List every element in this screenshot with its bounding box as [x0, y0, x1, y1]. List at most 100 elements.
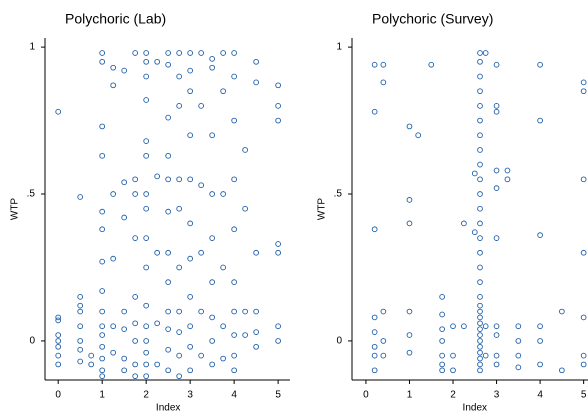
data-point	[220, 50, 226, 56]
data-point	[450, 323, 456, 330]
data-point	[176, 176, 183, 183]
data-point	[537, 61, 543, 68]
data-point	[143, 50, 150, 56]
data-point	[231, 279, 237, 286]
data-point	[99, 208, 106, 215]
data-point	[477, 117, 483, 124]
x-tick-label: 4	[231, 390, 237, 401]
data-point	[231, 332, 237, 338]
data-point	[242, 205, 248, 212]
data-point	[231, 352, 237, 359]
data-point	[209, 64, 215, 71]
data-point	[580, 352, 587, 359]
x-tick-label: 5	[275, 390, 281, 401]
data-point	[493, 361, 500, 368]
data-point	[198, 182, 204, 189]
data-point	[77, 338, 84, 344]
data-point	[439, 326, 445, 333]
data-point	[220, 264, 226, 271]
y-tick-label: .5	[27, 189, 36, 200]
data-point	[143, 338, 150, 344]
data-point	[143, 302, 150, 309]
data-point	[477, 249, 483, 256]
data-point	[231, 367, 237, 374]
data-point	[99, 58, 106, 65]
data-point	[99, 323, 106, 330]
y-tick-label: 0	[29, 336, 35, 347]
data-point	[537, 232, 543, 238]
data-point	[537, 338, 543, 344]
data-point	[477, 338, 483, 344]
data-point	[461, 220, 467, 227]
data-point	[209, 338, 215, 344]
data-point	[515, 338, 522, 344]
data-point	[477, 264, 483, 271]
data-point	[439, 361, 445, 368]
data-point	[132, 294, 139, 300]
data-point	[580, 314, 587, 321]
data-point	[493, 108, 500, 115]
data-point	[165, 346, 172, 353]
data-point	[55, 332, 62, 338]
data-point	[493, 167, 500, 174]
data-point	[482, 323, 489, 330]
data-point	[209, 361, 215, 368]
data-point	[406, 308, 413, 315]
data-point	[515, 364, 522, 371]
data-point	[242, 308, 248, 315]
data-point	[165, 208, 172, 215]
data-point	[580, 88, 587, 95]
x-tick-label: 1	[99, 390, 105, 401]
data-point	[132, 338, 139, 344]
data-point	[477, 220, 483, 227]
data-point	[461, 323, 467, 330]
data-point	[253, 343, 259, 350]
data-point	[187, 67, 194, 74]
data-point	[477, 176, 483, 183]
data-point	[132, 373, 139, 380]
data-point	[209, 132, 215, 139]
data-point	[55, 108, 62, 115]
data-point	[187, 294, 194, 300]
data-point	[110, 255, 117, 262]
data-point	[439, 338, 445, 344]
data-point	[209, 191, 215, 197]
data-point	[471, 170, 478, 177]
data-point	[121, 214, 128, 221]
y-tick-label: 1	[336, 42, 342, 53]
y-tick-label: .5	[334, 189, 343, 200]
data-point	[110, 323, 117, 330]
data-point	[176, 264, 183, 271]
data-point	[143, 138, 150, 144]
data-point	[580, 79, 587, 86]
data-point	[253, 329, 259, 335]
data-point	[275, 323, 281, 330]
data-point	[99, 332, 106, 338]
data-point	[482, 50, 489, 56]
data-point	[477, 205, 483, 212]
data-point	[380, 352, 387, 359]
data-point	[559, 308, 565, 315]
data-point	[165, 279, 172, 286]
data-point	[165, 176, 172, 183]
data-point	[515, 323, 522, 330]
data-point	[143, 152, 150, 159]
data-point	[154, 361, 161, 368]
data-point	[477, 73, 483, 80]
data-point	[231, 308, 237, 315]
data-point	[198, 308, 204, 315]
data-point	[132, 176, 139, 183]
data-point	[231, 117, 237, 124]
x-tick-label: 2	[450, 390, 456, 401]
data-point	[99, 308, 106, 315]
data-point	[220, 323, 226, 330]
data-point	[477, 279, 483, 286]
data-point	[477, 132, 483, 139]
data-point	[371, 343, 378, 350]
data-point	[187, 132, 194, 139]
data-point	[121, 355, 128, 362]
data-point	[176, 205, 183, 212]
data-point	[515, 352, 522, 359]
x-tick-label: 5	[581, 390, 587, 401]
